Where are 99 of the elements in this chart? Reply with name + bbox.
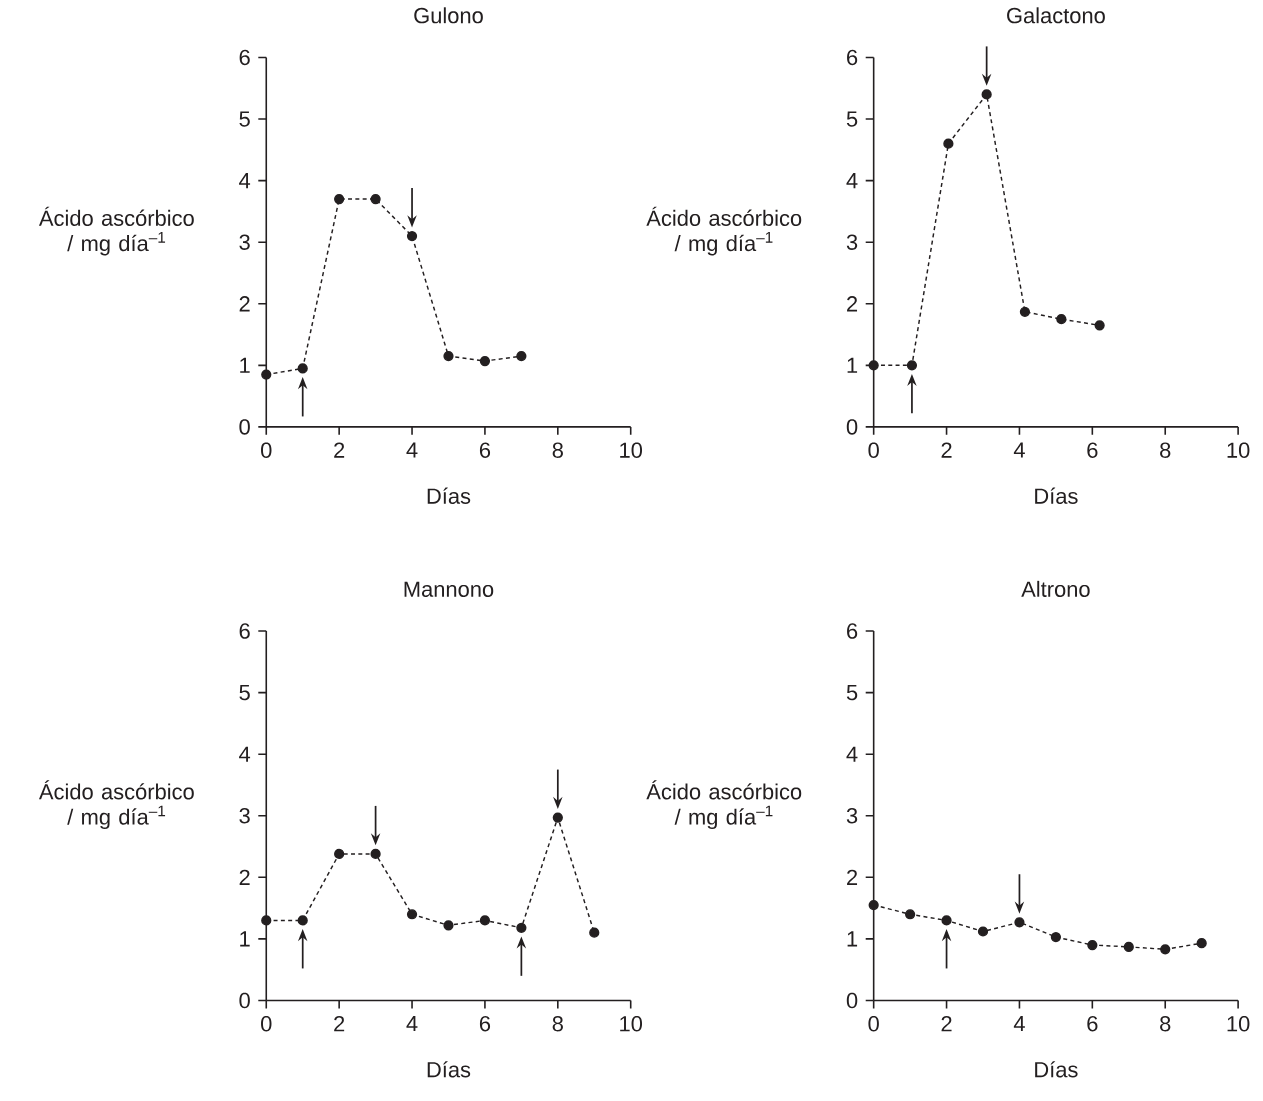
point xyxy=(1196,938,1207,949)
x-tick-label: 4 xyxy=(406,442,418,458)
point xyxy=(370,848,381,860)
x-tick-label: 2 xyxy=(334,1015,345,1032)
y-tick-label: 2 xyxy=(847,296,858,312)
point xyxy=(552,812,563,823)
y-tick-label: 5 xyxy=(846,111,858,127)
y-tick-label: 6 xyxy=(847,49,858,66)
x-tick-label: 0 xyxy=(868,1015,879,1032)
point xyxy=(516,350,527,362)
y-tick-label: 5 xyxy=(846,684,858,701)
point xyxy=(941,915,952,926)
x-tick-label: 6 xyxy=(1087,1015,1098,1032)
y-tick-label: 0 xyxy=(239,419,250,435)
point xyxy=(370,193,381,205)
point xyxy=(943,138,954,149)
point xyxy=(261,369,272,380)
x-tick-label: 6 xyxy=(479,1015,491,1032)
x-tick-label: 2 xyxy=(941,442,952,458)
x-tick-label: 4 xyxy=(1013,1015,1025,1032)
chart-title: Mannono xyxy=(404,581,494,597)
y-tick-label: 6 xyxy=(239,623,250,639)
point xyxy=(977,926,989,937)
y-tick-label: 1 xyxy=(240,931,250,947)
y-tick-label: 6 xyxy=(847,623,858,639)
y-tick-label: 0 xyxy=(846,419,858,435)
x-tick-label: 10 xyxy=(620,442,643,458)
x-axis-title: Días xyxy=(427,1061,471,1078)
point xyxy=(906,360,918,371)
y-tick-label: 0 xyxy=(846,992,858,1009)
point xyxy=(1160,944,1171,955)
x-tick-label: 6 xyxy=(1087,442,1098,458)
y-tick-label: 0 xyxy=(239,992,250,1009)
point xyxy=(334,848,345,860)
y-axis-title: Ácido ascórbico / mg día$^{–1}$ xyxy=(38,206,194,256)
x-tick-label: 4 xyxy=(1013,442,1025,458)
y-tick-label: 3 xyxy=(239,807,250,824)
x-axis-title: Días xyxy=(1035,487,1078,504)
y-tick-label: 5 xyxy=(239,684,250,701)
y-tick-label: 3 xyxy=(846,807,858,824)
point xyxy=(1087,939,1098,951)
y-tick-label: 2 xyxy=(239,296,250,312)
y-tick-label: 1 xyxy=(847,357,858,373)
y-tick-label: 2 xyxy=(847,869,858,885)
point xyxy=(406,909,418,920)
x-tick-label: 8 xyxy=(1160,442,1171,458)
point xyxy=(868,360,879,371)
point xyxy=(443,350,454,362)
point xyxy=(516,922,527,933)
y-tick-label: 5 xyxy=(239,111,250,127)
x-tick-label: 0 xyxy=(868,442,879,458)
point xyxy=(1123,941,1134,952)
x-tick-label: 10 xyxy=(1227,1015,1250,1032)
chart-title: Gulono xyxy=(414,7,483,24)
y-tick-label: 4 xyxy=(846,173,858,189)
y-tick-label: 6 xyxy=(239,49,250,66)
point xyxy=(1056,314,1067,325)
point xyxy=(905,909,916,920)
point xyxy=(443,920,454,931)
y-axis-title: Ácido ascórbico / mg día$^{–1}$ xyxy=(646,780,802,830)
x-tick-label: 2 xyxy=(334,442,345,458)
point xyxy=(261,915,272,926)
y-axis-title: Ácido ascórbico / mg día$^{–1}$ xyxy=(646,206,802,256)
point xyxy=(297,363,308,374)
x-tick-label: 8 xyxy=(1160,1015,1171,1032)
point xyxy=(1014,917,1025,928)
x-tick-label: 10 xyxy=(1227,442,1250,458)
x-tick-label: 10 xyxy=(620,1015,643,1032)
x-axis-title: Días xyxy=(1035,1061,1078,1078)
x-axis-title: Días xyxy=(427,487,471,504)
y-tick-label: 2 xyxy=(239,869,250,885)
x-tick-label: 8 xyxy=(552,442,563,458)
y-tick-label: 4 xyxy=(239,173,251,189)
y-tick-label: 1 xyxy=(847,931,858,947)
point xyxy=(1019,306,1031,317)
point xyxy=(1094,320,1105,331)
y-tick-label: 4 xyxy=(239,746,251,762)
point xyxy=(868,899,879,911)
x-tick-label: 4 xyxy=(406,1015,418,1032)
x-tick-label: 0 xyxy=(261,442,272,458)
x-tick-label: 8 xyxy=(552,1015,563,1032)
chart-title: Galactono xyxy=(1007,7,1105,24)
x-tick-label: 6 xyxy=(479,442,491,458)
point xyxy=(479,355,491,367)
y-axis-title: Ácido ascórbico / mg día$^{–1}$ xyxy=(38,780,194,830)
x-tick-label: 0 xyxy=(261,1015,272,1032)
point xyxy=(589,927,600,938)
point xyxy=(479,915,491,926)
point xyxy=(406,230,418,242)
y-tick-label: 3 xyxy=(846,234,858,250)
point xyxy=(981,89,992,100)
point xyxy=(1050,931,1061,943)
point xyxy=(334,193,345,205)
y-tick-label: 1 xyxy=(240,357,250,373)
chart-title: Altrono xyxy=(1021,580,1090,597)
point xyxy=(297,915,308,926)
y-tick-label: 4 xyxy=(846,746,858,762)
x-tick-label: 2 xyxy=(941,1015,952,1032)
y-tick-label: 3 xyxy=(239,234,250,250)
